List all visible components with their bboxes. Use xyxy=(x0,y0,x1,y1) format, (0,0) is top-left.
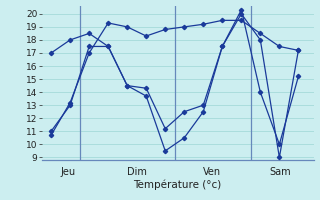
X-axis label: Température (°c): Température (°c) xyxy=(133,179,222,190)
Text: Sam: Sam xyxy=(270,167,292,177)
Text: Jeu: Jeu xyxy=(60,167,76,177)
Text: Ven: Ven xyxy=(203,167,221,177)
Text: Dim: Dim xyxy=(127,167,147,177)
